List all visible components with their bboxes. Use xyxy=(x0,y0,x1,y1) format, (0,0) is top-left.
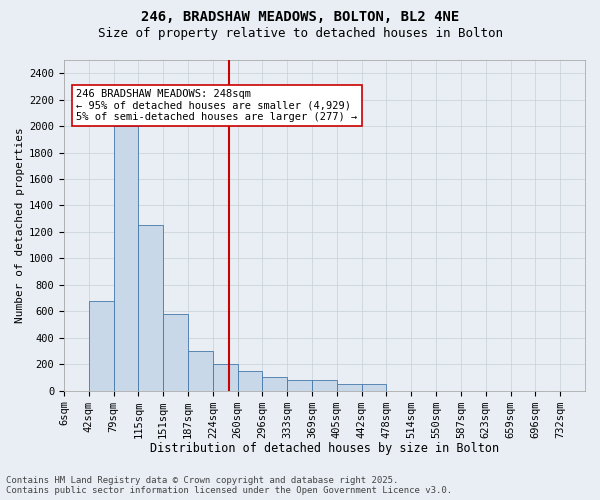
Bar xyxy=(337,384,362,390)
Bar xyxy=(113,126,139,390)
Bar xyxy=(213,364,238,390)
Bar xyxy=(287,380,312,390)
Bar xyxy=(188,351,213,391)
Bar xyxy=(238,371,262,390)
Text: 246 BRADSHAW MEADOWS: 248sqm
← 95% of detached houses are smaller (4,929)
5% of : 246 BRADSHAW MEADOWS: 248sqm ← 95% of de… xyxy=(76,89,358,122)
Bar xyxy=(362,384,386,390)
Text: Contains HM Land Registry data © Crown copyright and database right 2025.
Contai: Contains HM Land Registry data © Crown c… xyxy=(6,476,452,495)
Text: 246, BRADSHAW MEADOWS, BOLTON, BL2 4NE: 246, BRADSHAW MEADOWS, BOLTON, BL2 4NE xyxy=(141,10,459,24)
X-axis label: Distribution of detached houses by size in Bolton: Distribution of detached houses by size … xyxy=(150,442,499,455)
Y-axis label: Number of detached properties: Number of detached properties xyxy=(15,128,25,323)
Bar xyxy=(312,380,337,390)
Bar xyxy=(262,378,287,390)
Bar xyxy=(139,226,163,390)
Bar xyxy=(89,300,113,390)
Bar xyxy=(163,314,188,390)
Text: Size of property relative to detached houses in Bolton: Size of property relative to detached ho… xyxy=(97,28,503,40)
